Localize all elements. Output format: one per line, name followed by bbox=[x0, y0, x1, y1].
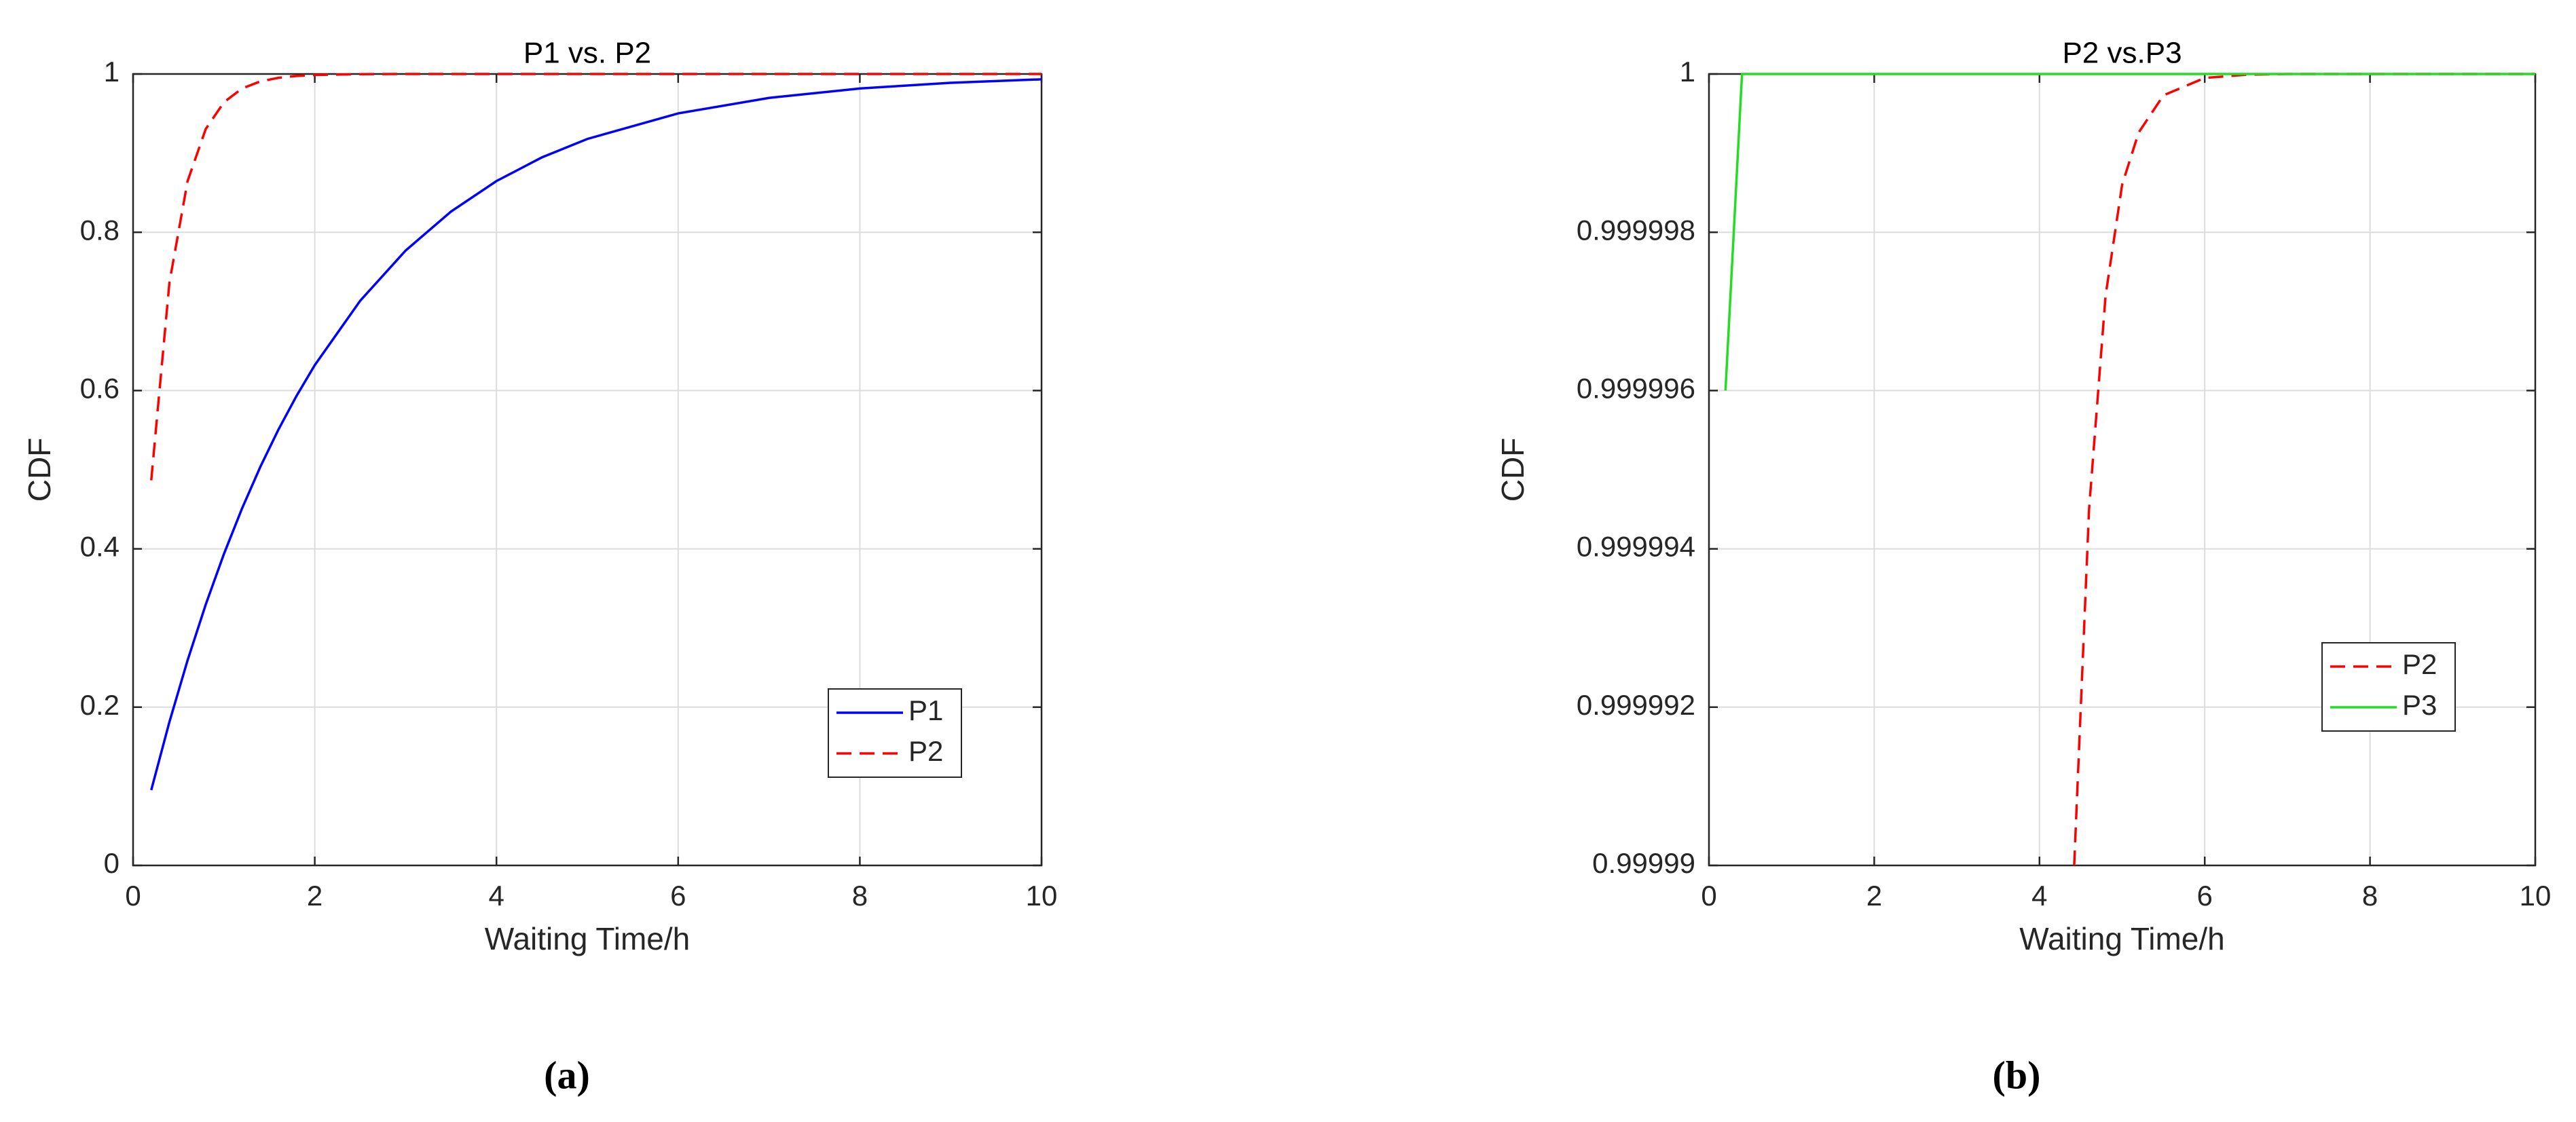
x-tick-label: 2 bbox=[1866, 880, 1882, 912]
y-tick-label: 0.99999 bbox=[1592, 847, 1695, 879]
caption: (b) bbox=[1993, 1053, 2041, 1097]
x-tick-label: 6 bbox=[670, 880, 686, 912]
x-tick-label: 0 bbox=[1701, 880, 1716, 912]
y-tick-label: 0.2 bbox=[80, 689, 119, 721]
y-axis-label: CDF bbox=[22, 438, 57, 502]
chart: 0 2 4 6 8 10 0 0.2 0.4 0.6 0.8 1 P1 vs. P2 Waiting Ti… bbox=[22, 37, 1057, 1098]
line bbox=[1724, 73, 2535, 391]
legend-label: P2 bbox=[908, 735, 943, 767]
chart-title: P2 vs.P3 bbox=[2062, 37, 2182, 70]
axes-box bbox=[132, 73, 1043, 867]
y-tick-label: 0 bbox=[104, 847, 119, 879]
x-tick-label: 6 bbox=[2197, 880, 2213, 912]
y-tick-label: 0.6 bbox=[80, 372, 119, 404]
line bbox=[150, 73, 1042, 481]
chart-title: P1 vs. P2 bbox=[523, 37, 651, 70]
x-tick-label: 0 bbox=[125, 880, 141, 912]
x-tick-label: 8 bbox=[2362, 880, 2378, 912]
legend-label: P2 bbox=[2402, 648, 2437, 680]
legend-box bbox=[828, 688, 962, 778]
y-tick-label: 0.999996 bbox=[1577, 372, 1695, 404]
legend-label: P1 bbox=[908, 694, 943, 726]
x-tick-label: 4 bbox=[2031, 880, 2047, 912]
y-tick-label: 1 bbox=[104, 56, 119, 88]
x-tick-label: 4 bbox=[489, 880, 504, 912]
line bbox=[150, 78, 1042, 791]
caption: (a) bbox=[544, 1053, 590, 1097]
y-tick-label: 0.999994 bbox=[1577, 531, 1695, 563]
x-tick-label: 10 bbox=[2520, 880, 2552, 912]
y-tick-label: 0.8 bbox=[80, 214, 119, 246]
y-tick-label: 0.999992 bbox=[1577, 689, 1695, 721]
chart: 0 2 4 6 8 10 0.99999 0.999992 0.999994 0.999996 0.… bbox=[1495, 37, 2551, 1098]
legend-box bbox=[2321, 642, 2456, 732]
y-tick-label: 1 bbox=[1680, 56, 1695, 88]
y-axis-label: CDF bbox=[1495, 438, 1530, 502]
y-tick-label: 0.4 bbox=[80, 531, 119, 563]
x-axis-label: Waiting Time/h bbox=[485, 921, 691, 956]
legend-label: P3 bbox=[2402, 689, 2437, 721]
x-tick-label: 8 bbox=[852, 880, 868, 912]
x-axis-label: Waiting Time/h bbox=[2019, 921, 2225, 956]
x-tick-label: 2 bbox=[307, 880, 323, 912]
line bbox=[2073, 73, 2535, 866]
x-tick-label: 10 bbox=[1026, 880, 1058, 912]
y-tick-label: 0.999998 bbox=[1577, 214, 1695, 246]
